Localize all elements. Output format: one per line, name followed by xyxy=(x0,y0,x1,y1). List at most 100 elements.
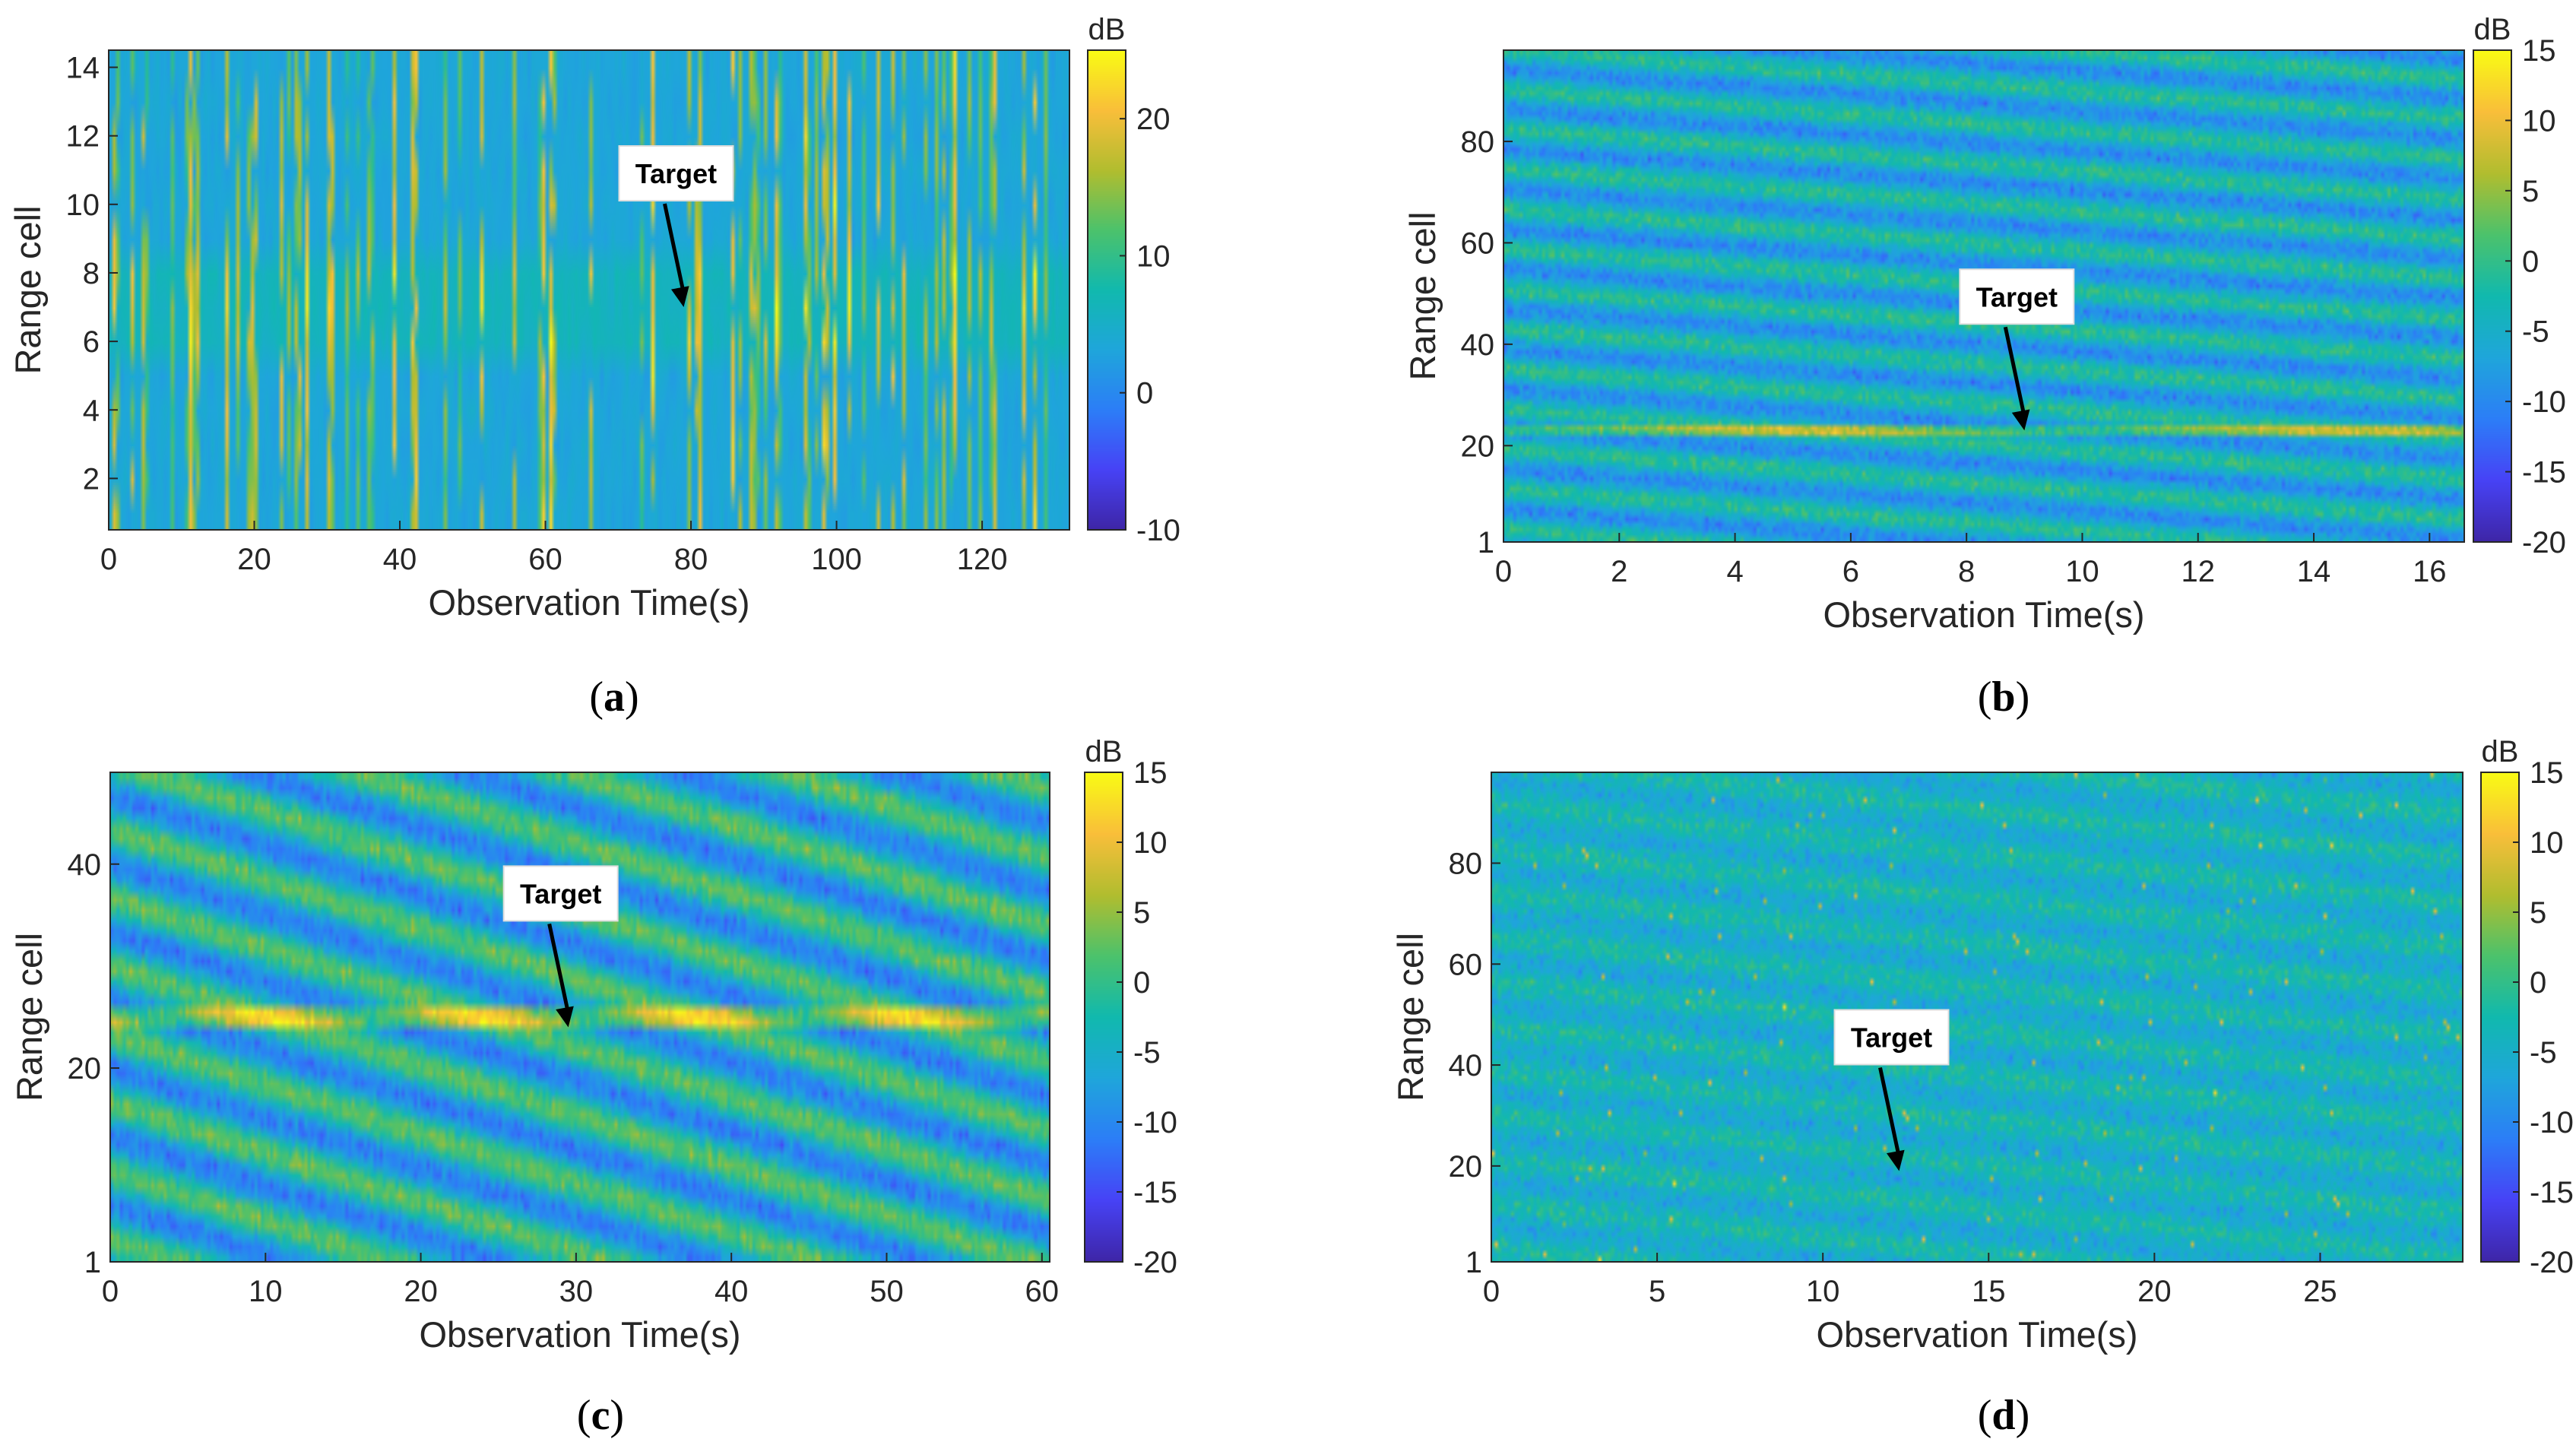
colorbar-tick-label: 0 xyxy=(2530,966,2546,1000)
x-tick-label: 120 xyxy=(957,543,1008,576)
colorbar-tick-label: 20 xyxy=(1136,103,1171,136)
annotation-text: Target xyxy=(1976,281,2058,312)
colorbar-unit: dB xyxy=(2482,735,2519,769)
caption-a: (a) xyxy=(589,673,638,721)
colorbar-tick-label: -10 xyxy=(2522,385,2566,419)
x-tick-label: 25 xyxy=(2303,1275,2337,1308)
colorbar-tick-label: -15 xyxy=(1133,1176,1177,1209)
y-axis-label: Range cell xyxy=(8,205,48,374)
colorbar-a xyxy=(1088,50,1126,530)
x-tick-label: 40 xyxy=(714,1275,749,1308)
y-tick-label: 60 xyxy=(1449,948,1483,981)
y-axis-label: Range cell xyxy=(1390,933,1431,1101)
colorbar-tick-label: -5 xyxy=(1133,1036,1161,1070)
annotation-arrow-shaft xyxy=(1878,1066,1901,1158)
colorbar-frame-c xyxy=(1084,772,1123,1263)
x-tick-label: 10 xyxy=(249,1275,283,1308)
annotation-arrow-shaft xyxy=(2003,326,2026,417)
y-tick-label: 1 xyxy=(1465,1246,1482,1279)
colorbar-tick-label: 5 xyxy=(1133,896,1150,930)
x-tick-label: 2 xyxy=(1611,555,1627,588)
colorbar-unit: dB xyxy=(2474,13,2511,46)
y-axis-label: Range cell xyxy=(1402,211,1443,380)
colorbar-frame-a xyxy=(1087,49,1126,531)
x-tick-label: 4 xyxy=(1726,555,1743,588)
heatmap-c xyxy=(110,772,1050,1262)
y-tick-label: 80 xyxy=(1461,125,1495,159)
colorbar-tick-label: 10 xyxy=(2530,826,2564,860)
heatmap-d xyxy=(1491,772,2463,1262)
y-axis-label: Range cell xyxy=(9,933,49,1101)
colorbar-tick-label: 0 xyxy=(1136,377,1153,410)
colorbar-tick-label: -15 xyxy=(2530,1176,2574,1209)
x-tick-label: 0 xyxy=(100,543,117,576)
annotation-arrow-shaft xyxy=(663,203,686,294)
colorbar-tick-label: 5 xyxy=(2522,175,2539,208)
colorbar-frame-d xyxy=(2480,772,2520,1263)
x-tick-label: 50 xyxy=(870,1275,904,1308)
annotation-arrow-head xyxy=(1886,1149,1905,1171)
x-tick-label: 30 xyxy=(559,1275,594,1308)
colorbar-tick-label: -10 xyxy=(1136,514,1180,547)
x-tick-label: 14 xyxy=(2297,555,2331,588)
caption-b: (b) xyxy=(1978,673,2029,721)
x-tick-label: 8 xyxy=(1958,555,1975,588)
x-tick-label: 20 xyxy=(237,543,271,576)
y-tick-label: 1 xyxy=(84,1246,101,1279)
y-tick-label: 12 xyxy=(66,120,100,154)
annotation-arrow-head xyxy=(670,286,689,308)
x-tick-label: 0 xyxy=(1483,1275,1500,1308)
colorbar-tick-label: 10 xyxy=(1133,826,1168,860)
x-tick-label: 40 xyxy=(383,543,417,576)
caption-c: (c) xyxy=(577,1392,624,1439)
annotation-arrow-head xyxy=(2011,409,2030,431)
y-tick-label: 20 xyxy=(1449,1150,1483,1184)
y-tick-label: 40 xyxy=(68,848,102,882)
colorbar-tick-label: -5 xyxy=(2522,315,2549,349)
axes-frame-d xyxy=(1491,772,2464,1263)
annotation-text: Target xyxy=(635,158,717,189)
y-tick-label: 14 xyxy=(66,52,100,85)
y-tick-label: 8 xyxy=(83,257,100,290)
heatmap-a xyxy=(109,50,1069,530)
x-tick-label: 0 xyxy=(102,1275,119,1308)
y-tick-label: 4 xyxy=(83,394,100,427)
y-tick-label: 40 xyxy=(1461,328,1495,362)
annotation-text: Target xyxy=(520,878,601,909)
y-tick-label: 6 xyxy=(83,325,100,359)
colorbar-tick-label: -15 xyxy=(2522,456,2566,490)
y-tick-label: 60 xyxy=(1461,227,1495,260)
colorbar-tick-label: -10 xyxy=(2530,1106,2574,1139)
colorbar-tick-label: 10 xyxy=(2522,104,2556,138)
y-tick-label: 20 xyxy=(68,1052,102,1085)
y-tick-label: 40 xyxy=(1449,1049,1483,1082)
annotation-box xyxy=(618,145,734,202)
annotation-arrow-shaft xyxy=(547,923,571,1014)
x-axis-label: Observation Time(s) xyxy=(1816,1314,2137,1355)
x-tick-label: 15 xyxy=(1972,1275,2006,1308)
axes-frame-b xyxy=(1503,49,2465,543)
x-axis-label: Observation Time(s) xyxy=(419,1314,740,1355)
annotation-text: Target xyxy=(1851,1022,1932,1053)
annotation-box xyxy=(502,865,619,922)
x-tick-label: 80 xyxy=(674,543,708,576)
y-tick-label: 2 xyxy=(83,462,100,496)
y-tick-label: 80 xyxy=(1449,848,1483,881)
annotation-box xyxy=(1959,268,2075,325)
x-axis-label: Observation Time(s) xyxy=(428,582,749,623)
colorbar-unit: dB xyxy=(1085,735,1123,769)
x-tick-label: 12 xyxy=(2181,555,2215,588)
x-tick-label: 10 xyxy=(2065,555,2099,588)
annotation-arrow-head xyxy=(556,1006,574,1028)
colorbar-tick-label: 15 xyxy=(2530,756,2564,790)
annotation-box xyxy=(1833,1009,1950,1066)
x-tick-label: 60 xyxy=(528,543,562,576)
colorbar-tick-label: 5 xyxy=(2530,896,2546,930)
colorbar-tick-label: 10 xyxy=(1136,239,1171,273)
colorbar-tick-label: 15 xyxy=(1133,756,1168,790)
colorbar-tick-label: -20 xyxy=(2522,526,2566,559)
colorbar-tick-label: -20 xyxy=(2530,1246,2574,1279)
colorbar-tick-label: -10 xyxy=(1133,1106,1177,1139)
y-tick-label: 10 xyxy=(66,189,100,222)
axes-frame-c xyxy=(109,772,1050,1263)
